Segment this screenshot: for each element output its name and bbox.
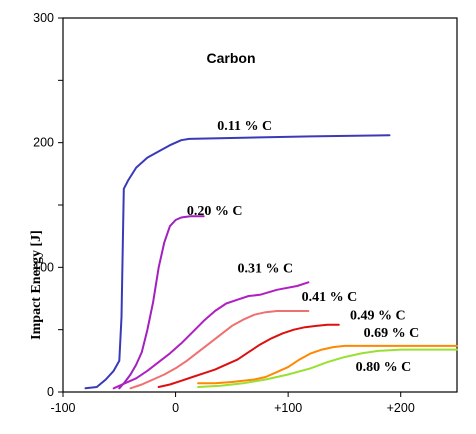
series-line [197, 344, 458, 385]
y-axis-label: Impact Energy [J] [29, 230, 44, 340]
series-label: 0.20 % C [187, 204, 243, 219]
y-axis-ticks: 0 100 200 300 [33, 11, 63, 399]
series-label: 0.49 % C [350, 309, 406, 324]
series-label: 0.80 % C [356, 360, 412, 375]
y-tick-label: 200 [33, 136, 54, 150]
series-label: 0.69 % C [364, 326, 420, 341]
series-lines [84, 134, 458, 390]
chart-title: Carbon [207, 50, 256, 66]
series-label: 0.31 % C [237, 261, 293, 276]
x-axis-ticks: -100 0 +100 +200 [50, 392, 415, 415]
series-line [129, 310, 310, 390]
series-line [84, 134, 391, 390]
series-line [112, 281, 310, 390]
series-line [197, 348, 458, 388]
y-tick-label: 300 [33, 11, 54, 25]
y-tick-label: 0 [47, 385, 54, 399]
y-tick-label: 100 [33, 260, 54, 274]
x-tick-label: +100 [274, 401, 302, 415]
x-tick-label: 0 [172, 401, 179, 415]
series-labels: 0.11 % C 0.20 % C 0.31 % C 0.41 % C 0.49 % C… [187, 119, 419, 375]
series-line [157, 323, 340, 388]
series-line [118, 215, 205, 390]
series-label: 0.11 % C [217, 119, 272, 134]
series-label: 0.41 % C [302, 290, 358, 305]
x-tick-label: +200 [387, 401, 415, 415]
x-tick-label: -100 [50, 401, 75, 415]
